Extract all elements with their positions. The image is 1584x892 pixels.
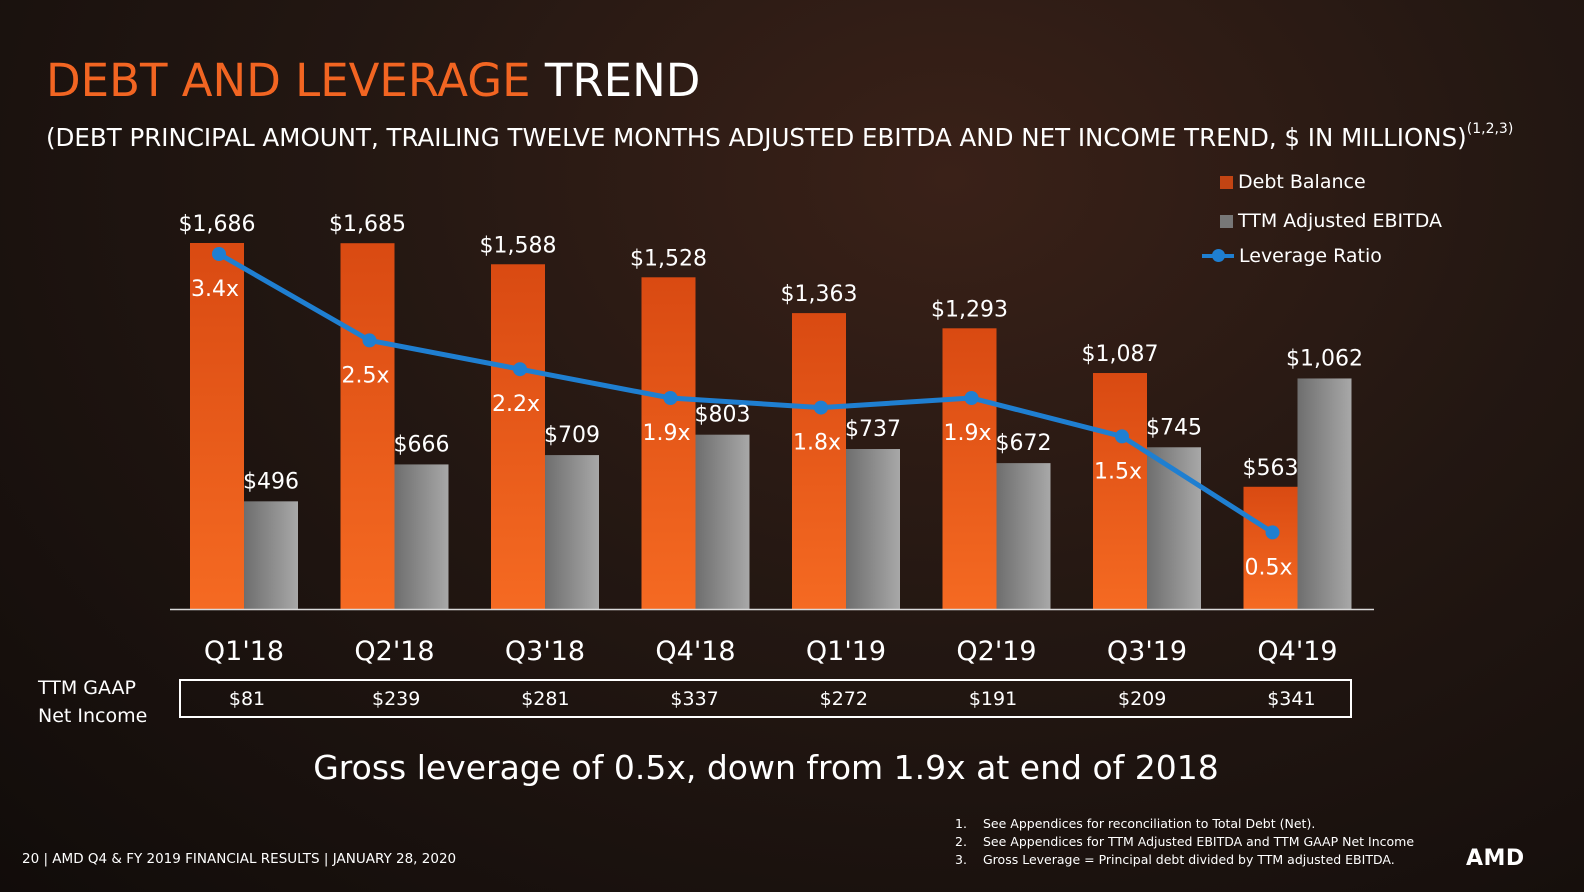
legend-leverage: Leverage Ratio	[1202, 245, 1382, 267]
ebitda-data-label: $803	[695, 403, 751, 428]
legend-label: TTM Adjusted EBITDA	[1238, 210, 1443, 232]
net-income-value: $81	[228, 688, 266, 710]
legend-ebitda: TTM Adjusted EBITDA	[1220, 210, 1442, 232]
category-tick-label: Q3'19	[1107, 636, 1187, 667]
leverage-point	[362, 333, 377, 348]
debt-data-label: $1,087	[1082, 342, 1159, 367]
ebitda-data-label: $745	[1146, 415, 1202, 440]
debt-bar	[1093, 373, 1147, 609]
title-accent: DEBT AND LEVERAGE	[46, 54, 531, 107]
ebitda-bar	[545, 455, 599, 609]
net-income-label: TTM GAAP Net Income	[38, 674, 147, 730]
ebitda-data-label: $737	[845, 417, 901, 442]
category-tick-label: Q3'18	[505, 636, 585, 667]
leverage-data-label: 1.8x	[793, 431, 841, 456]
footnote-text: See Appendices for reconciliation to Tot…	[983, 816, 1316, 831]
ebitda-bar	[996, 463, 1051, 609]
footnote-text: Gross Leverage = Principal debt divided …	[983, 852, 1395, 867]
footnote-number: 1.	[955, 816, 967, 831]
leverage-data-label: 1.9x	[642, 421, 690, 446]
leverage-line-icon	[1202, 249, 1234, 262]
ebitda-bar	[1297, 378, 1352, 609]
footnote: 3. Gross Leverage = Principal debt divide…	[955, 851, 1414, 869]
leverage-point	[663, 391, 678, 405]
debt-bar	[942, 328, 997, 609]
leverage-point	[212, 247, 226, 261]
footnotes: 1. See Appendices for reconciliation to T…	[955, 815, 1414, 869]
title-rest: TREND	[544, 54, 701, 107]
footnote-number: 2.	[955, 834, 967, 849]
category-tick-label: Q2'19	[956, 636, 1036, 667]
debt-data-label: $1,685	[329, 212, 406, 237]
net-income-value: $191	[968, 688, 1018, 710]
headline: Gross leverage of 0.5x, down from 1.9x a…	[313, 748, 1219, 787]
net-income-value: $239	[372, 688, 421, 710]
footnote: 2. See Appendices for TTM Adjusted EBITDA…	[955, 833, 1414, 851]
footnote-text: See Appendices for TTM Adjusted EBITDA a…	[983, 834, 1415, 849]
leverage-point	[1115, 429, 1129, 444]
debt-swatch-icon	[1220, 175, 1233, 189]
debt-bar	[792, 313, 846, 609]
leverage-point	[513, 362, 527, 377]
net-income-value: $272	[819, 688, 868, 710]
net-income-value: $341	[1267, 688, 1316, 710]
legend-debt-balance: Debt Balance	[1220, 171, 1366, 193]
net-income-value: $281	[521, 688, 570, 710]
debt-data-label: $1,293	[931, 297, 1008, 322]
ebitda-data-label: $672	[996, 431, 1052, 456]
ebitda-bar	[846, 449, 900, 609]
legend-label: Leverage Ratio	[1239, 245, 1382, 267]
category-tick-label: Q4'18	[655, 636, 735, 667]
legend-label: Debt Balance	[1238, 171, 1366, 193]
leverage-line	[217, 251, 1274, 535]
page-title: DEBT AND LEVERAGE TREND	[46, 54, 700, 107]
debt-bar	[1243, 486, 1298, 609]
debt-data-label: $1,686	[179, 212, 256, 237]
debt-data-label: $1,528	[630, 246, 707, 271]
leverage-point	[814, 400, 828, 415]
category-tick-label: Q1'18	[204, 636, 284, 667]
ebitda-data-label: $666	[394, 432, 450, 457]
category-tick-label: Q1'19	[806, 636, 886, 667]
leverage-data-label: 1.5x	[1094, 459, 1142, 484]
debt-bar	[190, 243, 244, 609]
footer: 20 | AMD Q4 & FY 2019 FINANCIAL RESULTS …	[22, 851, 457, 867]
debt-bar	[491, 264, 545, 609]
leverage-point	[964, 391, 979, 405]
debt-data-label: $1,588	[480, 233, 557, 258]
ebitda-bar	[1147, 447, 1201, 609]
ebitda-data-label: $709	[544, 423, 600, 448]
net-income-box	[179, 679, 1352, 718]
ebitda-data-label: $496	[243, 469, 299, 494]
footnote: 1. See Appendices for reconciliation to T…	[955, 815, 1414, 833]
footnote-number: 3.	[955, 852, 967, 867]
debt-data-label: $563	[1243, 456, 1299, 481]
leverage-data-label: 2.5x	[341, 363, 389, 388]
ebitda-data-label: $1,062	[1286, 346, 1363, 371]
net-income-label-line1: TTM GAAP	[38, 677, 137, 699]
amd-logo: AMD	[1466, 846, 1525, 871]
net-income-value: $209	[1118, 688, 1167, 710]
leverage-point	[1265, 525, 1280, 540]
page-subtitle: (DEBT PRINCIPAL AMOUNT, TRAILING TWELVE …	[46, 121, 1514, 152]
subtitle-footnote-refs: (1,2,3)	[1466, 121, 1514, 137]
category-tick-label: Q2'18	[354, 636, 434, 667]
ebitda-swatch-icon	[1220, 214, 1233, 228]
net-income-value: $337	[670, 688, 719, 710]
leverage-data-label: 2.2x	[492, 392, 540, 417]
leverage-data-label: 3.4x	[191, 277, 239, 302]
category-tick-label: Q4'19	[1257, 636, 1337, 667]
net-income-label-line2: Net Income	[38, 705, 148, 727]
ebitda-bar	[394, 464, 449, 609]
leverage-data-label: 0.5x	[1244, 555, 1292, 580]
ebitda-bar	[244, 501, 298, 609]
debt-bar	[641, 277, 696, 609]
ebitda-bar	[695, 434, 750, 609]
debt-bar	[340, 243, 395, 609]
leverage-data-label: 1.9x	[943, 421, 991, 446]
debt-data-label: $1,363	[781, 282, 858, 307]
subtitle-text: (DEBT PRINCIPAL AMOUNT, TRAILING TWELVE …	[46, 123, 1467, 152]
